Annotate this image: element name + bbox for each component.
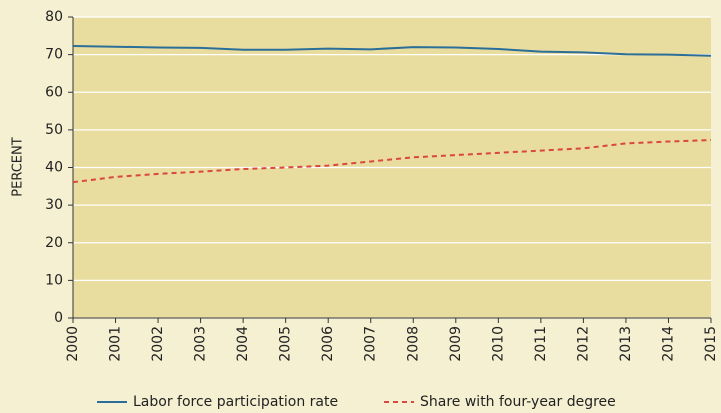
x-tick-label: 2015 — [703, 326, 719, 362]
x-tick-label: 2008 — [405, 326, 421, 362]
y-tick-label: 40 — [45, 160, 63, 176]
series-line — [72, 139, 712, 184]
x-tick-label: 2002 — [150, 326, 166, 362]
series-line — [72, 44, 712, 57]
legend-label: Labor force participation rate — [133, 394, 338, 410]
y-axis-label: PERCENT — [11, 137, 26, 196]
x-tick-label: 2005 — [278, 326, 294, 362]
y-tick-label: 50 — [45, 122, 63, 138]
x-tick-label: 2011 — [533, 326, 549, 362]
x-tick-label: 2007 — [363, 326, 379, 362]
x-tick-label: 2012 — [575, 326, 591, 362]
y-tick-label: 20 — [45, 235, 63, 251]
x-tick-label: 2003 — [193, 326, 209, 362]
x-tick-label: 2010 — [490, 326, 506, 362]
x-tick-label: 2009 — [448, 326, 464, 362]
legend-label: Share with four-year degree — [420, 394, 616, 410]
x-tick-label: 2006 — [320, 326, 336, 362]
y-tick-label: 70 — [45, 47, 63, 63]
x-tick-label: 2000 — [65, 326, 81, 362]
y-tick-label: 30 — [45, 197, 63, 213]
x-tick-label: 2004 — [235, 326, 251, 362]
y-tick-label: 60 — [45, 84, 63, 100]
x-tick-label: 2013 — [618, 326, 634, 362]
y-tick-label: 0 — [54, 310, 63, 326]
y-tick-label: 10 — [45, 272, 63, 288]
x-tick-label: 2014 — [660, 326, 676, 362]
y-tick-label: 80 — [45, 9, 63, 25]
x-tick-label: 2001 — [108, 326, 124, 362]
